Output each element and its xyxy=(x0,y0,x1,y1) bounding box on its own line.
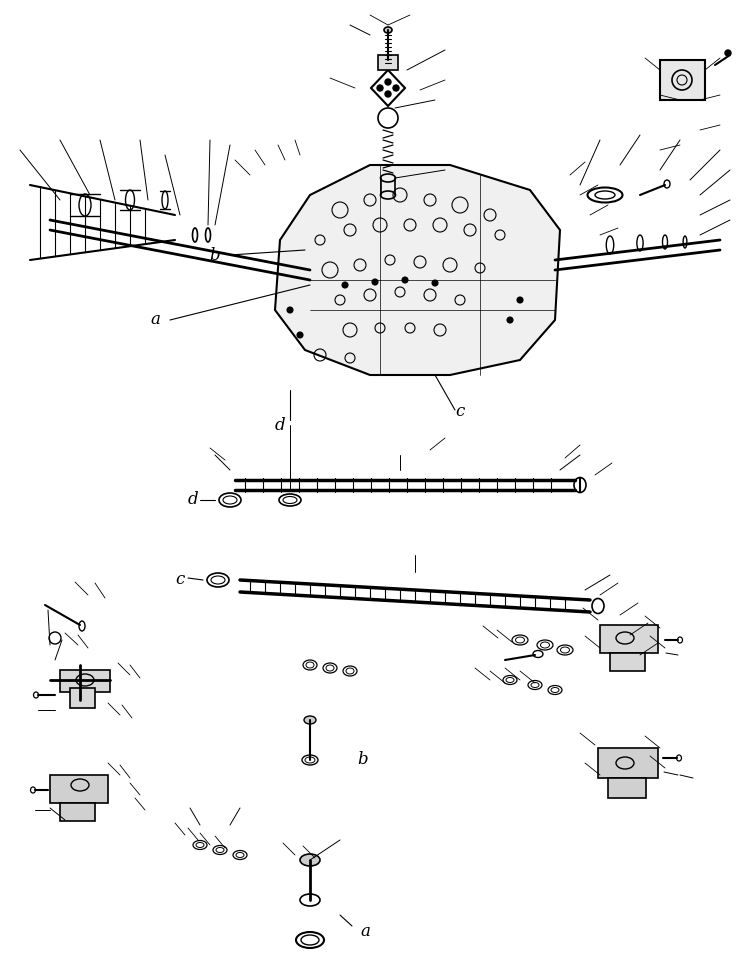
Circle shape xyxy=(372,279,378,285)
Text: c: c xyxy=(175,572,184,588)
Text: b: b xyxy=(358,752,368,768)
Ellipse shape xyxy=(384,27,392,33)
Bar xyxy=(598,748,658,778)
Text: d: d xyxy=(187,492,198,508)
Circle shape xyxy=(402,277,408,283)
Bar xyxy=(608,778,646,798)
Circle shape xyxy=(297,332,303,338)
Circle shape xyxy=(385,91,391,97)
Circle shape xyxy=(377,85,383,91)
Bar xyxy=(60,670,110,692)
Polygon shape xyxy=(275,165,560,375)
Bar xyxy=(60,803,95,821)
Bar xyxy=(50,775,108,803)
Circle shape xyxy=(393,85,399,91)
Text: d: d xyxy=(275,416,285,434)
Bar xyxy=(610,653,645,671)
Circle shape xyxy=(517,297,523,303)
Circle shape xyxy=(507,317,513,323)
Bar xyxy=(70,688,95,708)
Text: a: a xyxy=(150,311,160,329)
Circle shape xyxy=(342,282,348,288)
Circle shape xyxy=(287,307,293,313)
Ellipse shape xyxy=(304,716,316,724)
Bar xyxy=(600,625,658,653)
Text: b: b xyxy=(209,247,221,263)
Circle shape xyxy=(385,79,391,85)
Text: c: c xyxy=(456,404,465,420)
Ellipse shape xyxy=(300,854,320,866)
Bar xyxy=(660,60,705,100)
Bar xyxy=(378,55,398,70)
Text: a: a xyxy=(360,924,370,941)
Circle shape xyxy=(432,280,438,286)
Ellipse shape xyxy=(725,50,731,56)
